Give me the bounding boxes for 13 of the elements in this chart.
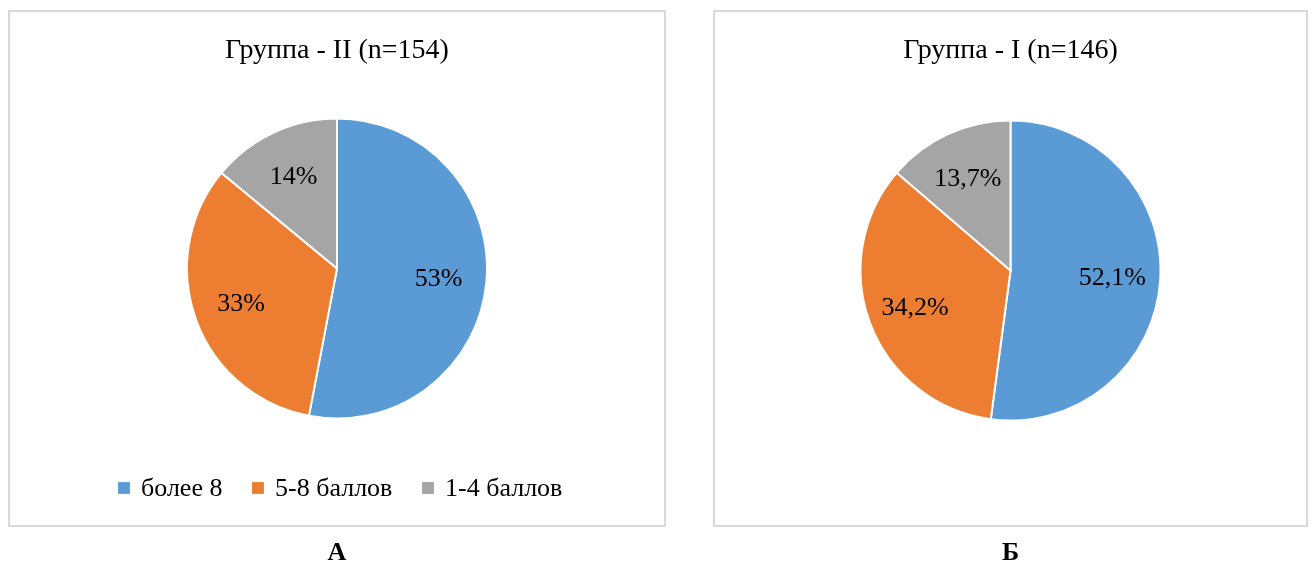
data-label: 33% (217, 288, 265, 318)
legend-label: 5-8 баллов (275, 473, 393, 502)
data-label: 53% (414, 263, 463, 293)
legend-label: более 8 (141, 473, 223, 502)
text: Б (1000, 537, 1021, 563)
data-label: 14% (269, 161, 318, 191)
chart-title: Группа - II (n=154) (225, 33, 449, 64)
text: А (326, 537, 348, 563)
data-label: 52,1% (1078, 262, 1146, 292)
legend-label: 1-4 баллов (445, 473, 563, 502)
chart-title: Группа - I (n=146) (903, 33, 1118, 64)
data-label: 13,7% (934, 162, 1002, 192)
data-label: 34,2% (881, 291, 949, 321)
